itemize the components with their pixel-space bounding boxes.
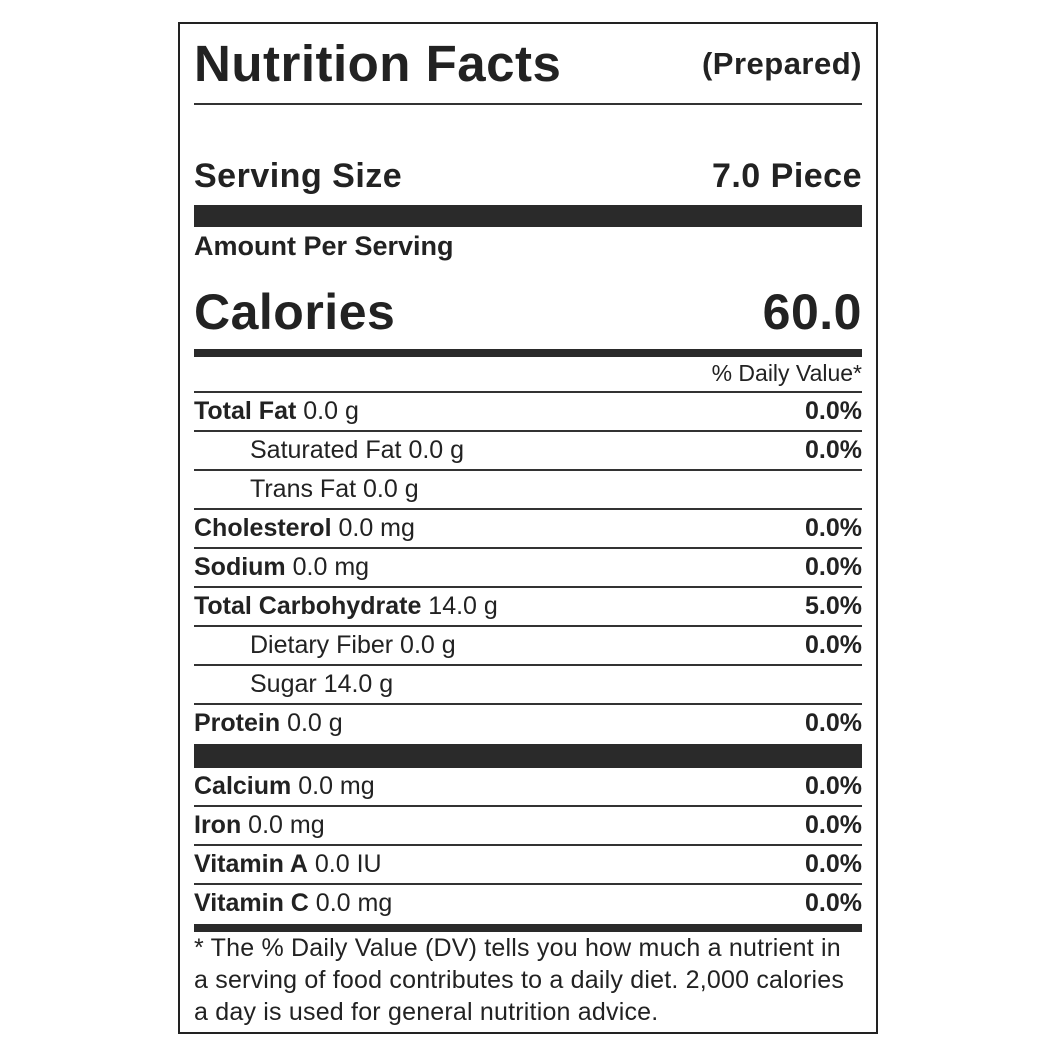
calories-value: 60.0	[762, 284, 862, 340]
nutrient-row: Cholesterol 0.0 mg 0.0%	[194, 510, 862, 549]
nutrient-row: Sugar 14.0 g	[194, 666, 862, 705]
calories-label: Calories	[194, 284, 396, 340]
daily-value: 0.0%	[805, 709, 862, 737]
nutrient: Total Carbohydrate 14.0 g	[194, 588, 498, 625]
nutrient: Total Fat 0.0 g	[194, 393, 359, 430]
header: Nutrition Facts (Prepared)	[194, 24, 862, 105]
nutrient-name: Trans Fat	[250, 475, 357, 503]
nutrient: Protein 0.0 g	[194, 705, 343, 744]
amount-per-serving: Amount Per Serving	[194, 231, 454, 261]
daily-value: 0.0%	[805, 889, 862, 917]
nutrient-name: Protein	[194, 709, 281, 737]
nutrient-row: Total Carbohydrate 14.0 g 5.0%	[194, 588, 862, 627]
daily-value: 0.0%	[805, 553, 862, 581]
nutrient-name: Saturated Fat	[250, 436, 402, 464]
nutrient-amount: 0.0 g	[287, 709, 343, 737]
calories: Calories 60.0	[194, 265, 862, 349]
nutrient-row: Vitamin A 0.0 IU 0.0%	[194, 846, 862, 885]
nutrient-amount: 0.0 g	[303, 397, 359, 425]
nutrient-name: Cholesterol	[194, 514, 332, 542]
nutrient-amount: 14.0 g	[323, 670, 394, 698]
nutrient-row: Vitamin C 0.0 mg 0.0%	[194, 885, 862, 924]
title: Nutrition Facts	[194, 35, 562, 92]
nutrition-label: Nutrition Facts (Prepared) Serving Size …	[178, 22, 878, 1034]
nutrient: Saturated Fat 0.0 g	[194, 432, 464, 469]
nutrient: Vitamin C 0.0 mg	[194, 885, 392, 924]
nutrient: Cholesterol 0.0 mg	[194, 510, 415, 547]
nutrient-row: Iron 0.0 mg 0.0%	[194, 807, 862, 846]
nutrient-row: Dietary Fiber 0.0 g 0.0%	[194, 627, 862, 666]
nutrient-amount: 0.0 IU	[314, 850, 382, 878]
daily-value: 5.0%	[805, 592, 862, 620]
nutrient: Dietary Fiber 0.0 g	[194, 627, 456, 664]
serving-label: Serving Size	[194, 157, 403, 195]
daily-value: 0.0%	[805, 631, 862, 659]
nutrient-row: Trans Fat 0.0 g	[194, 471, 862, 510]
nutrient: Vitamin A 0.0 IU	[194, 846, 382, 883]
nutrient-row: Sodium 0.0 mg 0.0%	[194, 549, 862, 588]
nutrient-amount: 0.0 mg	[298, 772, 375, 800]
daily-value: 0.0%	[805, 811, 862, 839]
nutrient-amount: 0.0 g	[400, 631, 456, 659]
nutrient: Calcium 0.0 mg	[194, 768, 375, 805]
daily-value: 0.0%	[805, 514, 862, 542]
nutrient-name: Total Carbohydrate	[194, 592, 422, 620]
nutrient-amount: 14.0 g	[428, 592, 498, 620]
daily-value-header: % Daily Value*	[194, 357, 862, 393]
nutrient-name: Sodium	[194, 553, 286, 581]
daily-value: 0.0%	[805, 397, 862, 425]
nutrient: Sodium 0.0 mg	[194, 549, 369, 586]
daily-value: 0.0%	[805, 850, 862, 878]
nutrient-amount: 0.0 mg	[315, 889, 393, 917]
nutrient-name: Sugar	[250, 670, 317, 698]
divider	[194, 205, 862, 227]
divider	[194, 924, 862, 932]
footnote: * The % Daily Value (DV) tells you how m…	[194, 934, 845, 1026]
nutrient-name: Calcium	[194, 772, 292, 800]
nutrient-amount: 0.0 mg	[292, 553, 370, 581]
nutrient-row: Total Fat 0.0 g 0.0%	[194, 393, 862, 432]
serving-value: 7.0 Piece	[711, 157, 862, 195]
nutrient-amount: 0.0 g	[408, 436, 465, 464]
subtitle: (Prepared)	[701, 45, 862, 81]
divider	[194, 349, 862, 357]
nutrient-amount: 0.0 g	[363, 475, 419, 503]
nutrient-name: Total Fat	[194, 397, 297, 425]
daily-value: 0.0%	[805, 436, 862, 464]
nutrient: Trans Fat 0.0 g	[194, 471, 419, 508]
nutrient-name: Vitamin C	[194, 889, 309, 917]
serving-size: Serving Size 7.0 Piece	[194, 105, 862, 205]
nutrient-row: Protein 0.0 g 0.0%	[194, 705, 862, 744]
nutrient-name: Iron	[194, 811, 242, 839]
nutrient-amount: 0.0 mg	[338, 514, 415, 542]
vitamin-list: Calcium 0.0 mg 0.0% Iron 0.0 mg 0.0% Vitamin…	[194, 768, 862, 924]
nutrient: Sugar 14.0 g	[194, 666, 393, 703]
nutrient-amount: 0.0 mg	[248, 811, 325, 839]
nutrient-row: Calcium 0.0 mg 0.0%	[194, 768, 862, 807]
nutrient-list: Total Fat 0.0 g 0.0% Saturated Fat 0.0 g 0.…	[194, 393, 862, 744]
nutrient-name: Dietary Fiber	[250, 631, 394, 659]
nutrient: Iron 0.0 mg	[194, 807, 325, 844]
nutrient-name: Vitamin A	[194, 850, 308, 878]
divider	[194, 744, 862, 768]
nutrient-row: Saturated Fat 0.0 g 0.0%	[194, 432, 862, 471]
daily-value: 0.0%	[805, 772, 862, 800]
